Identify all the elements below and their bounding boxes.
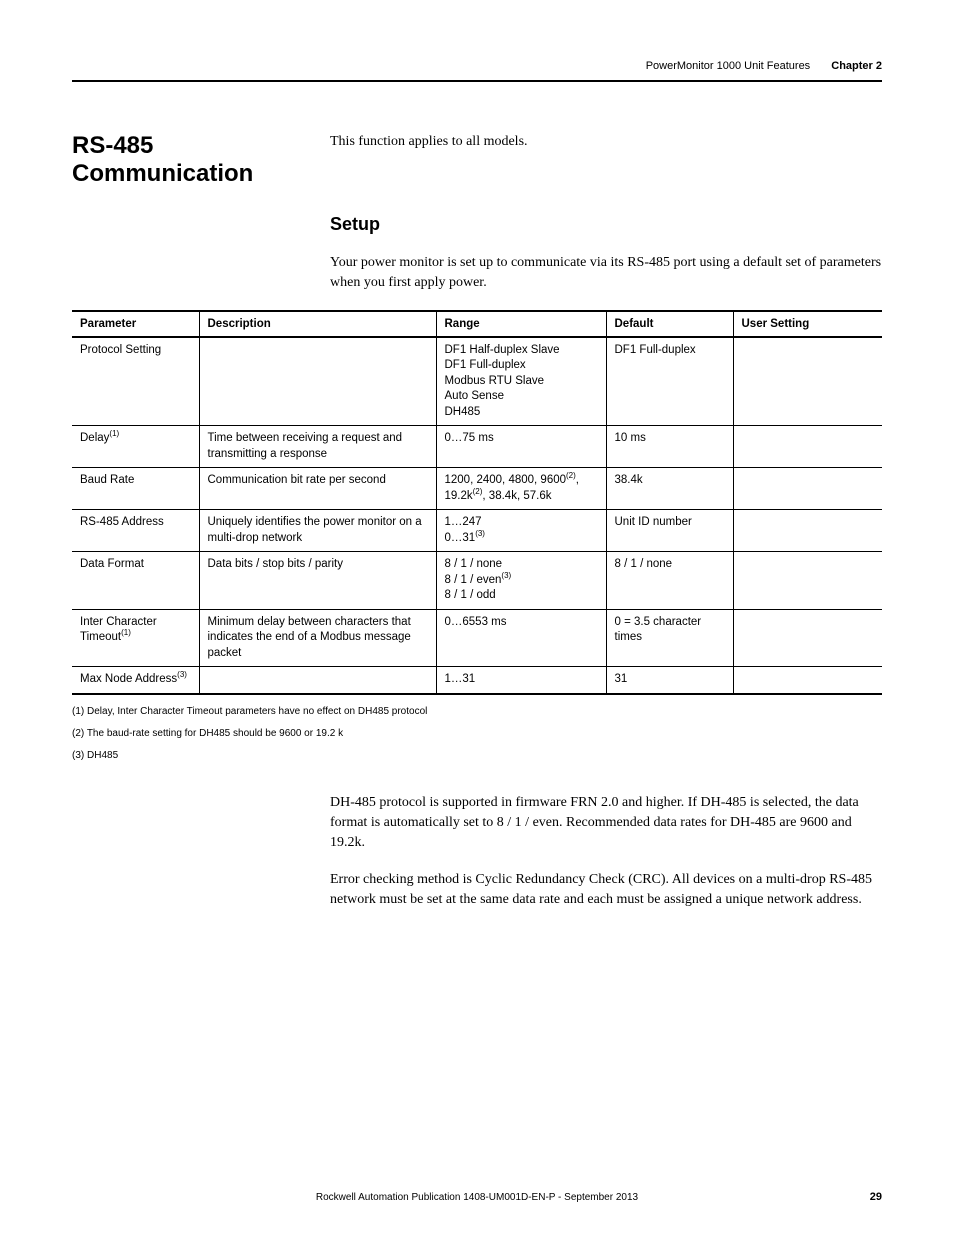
table-body: Protocol Setting DF1 Half-duplex SlaveDF1… xyxy=(72,337,882,694)
table-row: Protocol Setting DF1 Half-duplex SlaveDF1… xyxy=(72,337,882,426)
td-parameter: Delay(1) xyxy=(72,426,199,468)
td-description: Minimum delay between characters that in… xyxy=(199,609,436,667)
table-row: RS-485 AddressUniquely identifies the po… xyxy=(72,510,882,552)
td-default: Unit ID number xyxy=(606,510,733,552)
td-parameter: Inter Character Timeout(1) xyxy=(72,609,199,667)
table-row: Data FormatData bits / stop bits / parit… xyxy=(72,552,882,610)
footnote-1: (1) Delay, Inter Character Timeout param… xyxy=(72,705,882,719)
th-description: Description xyxy=(199,311,436,337)
main-content: RS-485 Communication This function appli… xyxy=(72,132,882,910)
td-default: 10 ms xyxy=(606,426,733,468)
td-range: 1…31 xyxy=(436,667,606,694)
after-p1: DH-485 protocol is supported in firmware… xyxy=(330,793,882,854)
footer-page-number: 29 xyxy=(870,1191,882,1203)
setup-intro: Your power monitor is set up to communic… xyxy=(330,253,882,294)
td-user-setting xyxy=(733,552,882,610)
td-parameter: Data Format xyxy=(72,552,199,610)
td-description: Uniquely identifies the power monitor on… xyxy=(199,510,436,552)
td-range: 1200, 2400, 4800, 9600(2), 19.2k(2), 38.… xyxy=(436,468,606,510)
th-user-setting: User Setting xyxy=(733,311,882,337)
td-parameter: Max Node Address(3) xyxy=(72,667,199,694)
td-description: Time between receiving a request and tra… xyxy=(199,426,436,468)
table-row: Baud RateCommunication bit rate per seco… xyxy=(72,468,882,510)
table-row: Inter Character Timeout(1)Minimum delay … xyxy=(72,609,882,667)
table-header-row: Parameter Description Range Default User… xyxy=(72,311,882,337)
td-user-setting xyxy=(733,667,882,694)
th-parameter: Parameter xyxy=(72,311,199,337)
td-user-setting xyxy=(733,510,882,552)
td-range: 1…2470…31(3) xyxy=(436,510,606,552)
section-title: RS-485 Communication xyxy=(72,132,330,188)
td-parameter: Protocol Setting xyxy=(72,337,199,426)
td-user-setting xyxy=(733,468,882,510)
td-description: Data bits / stop bits / parity xyxy=(199,552,436,610)
td-default: DF1 Full-duplex xyxy=(606,337,733,426)
page-header: PowerMonitor 1000 Unit Features Chapter … xyxy=(72,60,882,82)
table-row: Delay(1)Time between receiving a request… xyxy=(72,426,882,468)
th-default: Default xyxy=(606,311,733,337)
td-range: 0…6553 ms xyxy=(436,609,606,667)
section-intro: This function applies to all models. xyxy=(330,132,882,152)
td-description: Communication bit rate per second xyxy=(199,468,436,510)
td-description xyxy=(199,337,436,426)
table-row: Max Node Address(3) 1…3131 xyxy=(72,667,882,694)
header-chapter: Chapter 2 xyxy=(831,60,882,72)
td-user-setting xyxy=(733,609,882,667)
td-range: 0…75 ms xyxy=(436,426,606,468)
footnotes: (1) Delay, Inter Character Timeout param… xyxy=(72,705,882,763)
td-range: 8 / 1 / none8 / 1 / even(3)8 / 1 / odd xyxy=(436,552,606,610)
td-description xyxy=(199,667,436,694)
parameters-table: Parameter Description Range Default User… xyxy=(72,310,882,695)
td-parameter: Baud Rate xyxy=(72,468,199,510)
td-default: 31 xyxy=(606,667,733,694)
td-default: 8 / 1 / none xyxy=(606,552,733,610)
td-range: DF1 Half-duplex SlaveDF1 Full-duplexModb… xyxy=(436,337,606,426)
footnote-2: (2) The baud-rate setting for DH485 shou… xyxy=(72,727,882,741)
th-range: Range xyxy=(436,311,606,337)
td-user-setting xyxy=(733,426,882,468)
footnote-3: (3) DH485 xyxy=(72,749,882,763)
td-user-setting xyxy=(733,337,882,426)
td-default: 38.4k xyxy=(606,468,733,510)
td-default: 0 = 3.5 character times xyxy=(606,609,733,667)
after-p2: Error checking method is Cyclic Redundan… xyxy=(330,870,882,911)
header-breadcrumb: PowerMonitor 1000 Unit Features xyxy=(646,60,810,72)
td-parameter: RS-485 Address xyxy=(72,510,199,552)
after-table-text: DH-485 protocol is supported in firmware… xyxy=(330,793,882,910)
footer-publication: Rockwell Automation Publication 1408-UM0… xyxy=(72,1192,882,1203)
setup-heading: Setup xyxy=(330,214,882,235)
page-footer: Rockwell Automation Publication 1408-UM0… xyxy=(72,1192,882,1203)
